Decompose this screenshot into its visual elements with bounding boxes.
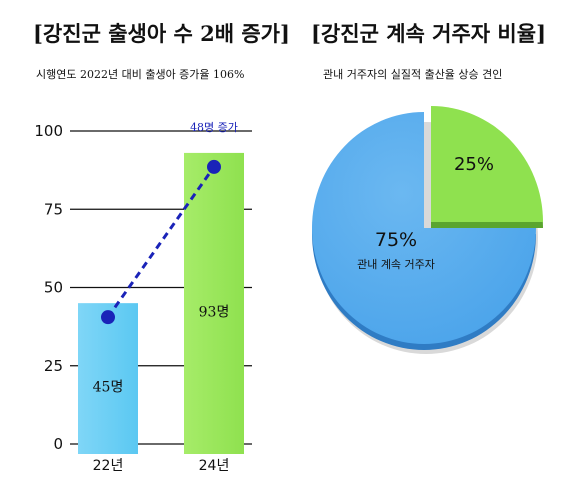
y-tick-label: 75 bbox=[44, 200, 63, 218]
left-chart-subtitle: 시행연도 2022년 대비 출생아 증가율 106% bbox=[36, 68, 245, 81]
left-chart-title: [강진군 출생아 수 2배 증가] bbox=[33, 21, 290, 46]
right-chart-title: [강진군 계속 거주자 비율] bbox=[311, 21, 547, 46]
pie-value-label: 25% bbox=[454, 154, 494, 175]
trend-line bbox=[106, 166, 216, 319]
y-tick-label: 25 bbox=[44, 357, 63, 375]
pie-slice-other bbox=[431, 106, 543, 222]
bar-data-label: 45명 bbox=[93, 380, 124, 396]
x-tick-label: 24년 bbox=[199, 458, 230, 474]
y-tick-label: 50 bbox=[44, 279, 63, 297]
pie-slice-label: 관내 계속 거주자 bbox=[357, 258, 435, 271]
pie-slice-resident bbox=[312, 112, 536, 344]
y-tick-label: 100 bbox=[34, 122, 63, 140]
trend-marker bbox=[101, 310, 115, 325]
y-tick-label: 0 bbox=[53, 435, 63, 453]
x-tick-label: 22년 bbox=[93, 458, 124, 474]
right-chart-subtitle: 관내 거주자의 실질적 출산율 상승 견인 bbox=[323, 68, 503, 81]
bar-24년 bbox=[184, 152, 244, 454]
pie-value-label: 75% bbox=[375, 229, 417, 251]
trend-marker bbox=[207, 159, 221, 174]
bar-22년 bbox=[78, 303, 138, 454]
increase-annotation: 48명 증가 bbox=[190, 121, 238, 134]
bar-data-label: 93명 bbox=[199, 304, 230, 320]
